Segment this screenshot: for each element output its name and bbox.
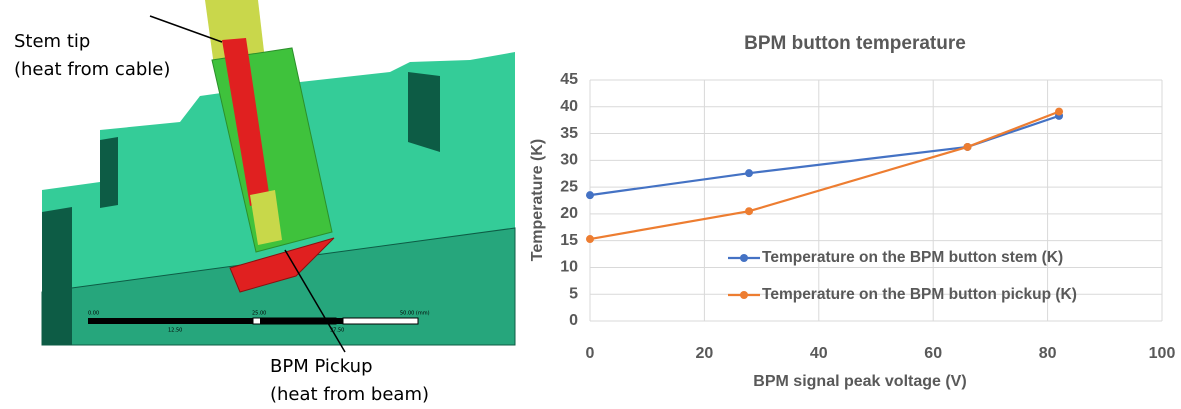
page: 0.00 25.00 50.00 (mm) 12.50 37.50 Stem t…: [0, 0, 1181, 409]
side-block: [408, 72, 440, 152]
y-tick-label: 20: [560, 205, 578, 222]
scale-bar: [343, 318, 418, 324]
side-block: [42, 207, 72, 345]
side-block: [100, 137, 118, 208]
scale-label: 25.00: [252, 311, 266, 317]
y-tick-label: 0: [569, 312, 578, 329]
legend-label: Temperature on the BPM button pickup (K): [762, 286, 1077, 303]
x-tick-label: 100: [1149, 345, 1176, 362]
y-tick-label: 15: [560, 232, 578, 249]
y-axis-label: Temperature (K): [529, 139, 546, 261]
series-line: [590, 116, 1059, 195]
scale-label: 12.50: [168, 328, 182, 334]
series-line: [590, 112, 1059, 239]
data-point: [745, 169, 753, 177]
annotation: (heat from beam): [270, 384, 429, 405]
x-tick-label: 80: [1039, 345, 1057, 362]
annotation: Stem tip: [14, 31, 90, 52]
x-tick-label: 60: [924, 345, 942, 362]
x-tick-label: 20: [696, 345, 714, 362]
legend-marker: [740, 254, 748, 262]
y-tick-label: 35: [560, 125, 578, 142]
scale-label: 50.00 (mm): [400, 311, 430, 317]
chart-title: BPM button temperature: [744, 33, 966, 54]
scale-label: 0.00: [88, 311, 99, 317]
x-axis-label: BPM signal peak voltage (V): [753, 373, 966, 390]
y-tick-label: 30: [560, 152, 578, 169]
annotation: (heat from cable): [14, 59, 170, 80]
y-tick-label: 45: [560, 71, 578, 88]
x-tick-label: 40: [810, 345, 828, 362]
y-tick-label: 25: [560, 178, 578, 195]
data-point: [586, 235, 594, 243]
chart: BPM button temperature BPM signal peak v…: [529, 33, 1175, 390]
y-tick-label: 10: [560, 259, 578, 276]
cad-picture: 0.00 25.00 50.00 (mm) 12.50 37.50 Stem t…: [14, 0, 515, 405]
data-point: [586, 191, 594, 199]
y-tick-label: 5: [569, 285, 578, 302]
y-tick-label: 40: [560, 98, 578, 115]
annotation: BPM Pickup: [270, 356, 373, 377]
scale-bar: [88, 318, 253, 324]
scale-bar: [260, 318, 343, 324]
data-point: [964, 143, 972, 151]
x-tick-label: 0: [586, 345, 595, 362]
data-point: [745, 207, 753, 215]
legend-marker: [740, 291, 748, 299]
data-point: [1055, 108, 1063, 116]
legend-label: Temperature on the BPM button stem (K): [762, 249, 1063, 266]
